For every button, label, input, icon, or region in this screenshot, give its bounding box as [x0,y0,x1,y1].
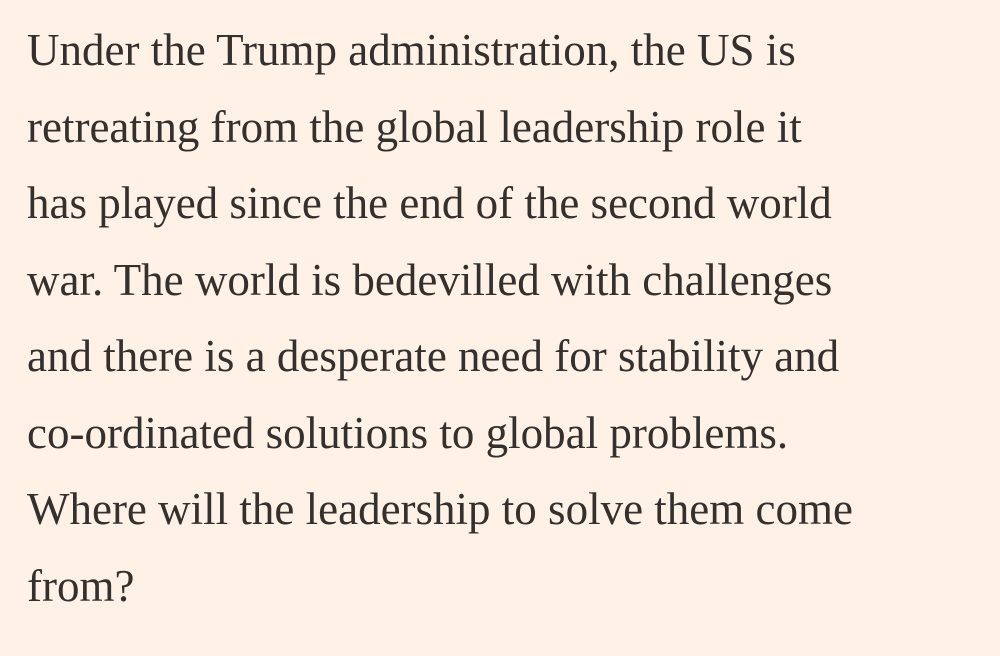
article-paragraph: Under the Trump administration, the US i… [27,25,853,611]
text-line: war. The world is bedevilled with challe… [27,254,833,305]
text-line: from? [27,560,135,611]
text-line: has played since the end of the second w… [27,178,832,228]
text-line: co-ordinated solutions to global problem… [27,407,789,458]
text-line: retreating from the global leadership ro… [27,101,802,152]
text-line: Under the Trump administration, the US i… [27,25,796,75]
text-line: and there is a desperate need for stabil… [27,331,840,381]
text-line: Where will the leadership to solve them … [27,484,853,534]
